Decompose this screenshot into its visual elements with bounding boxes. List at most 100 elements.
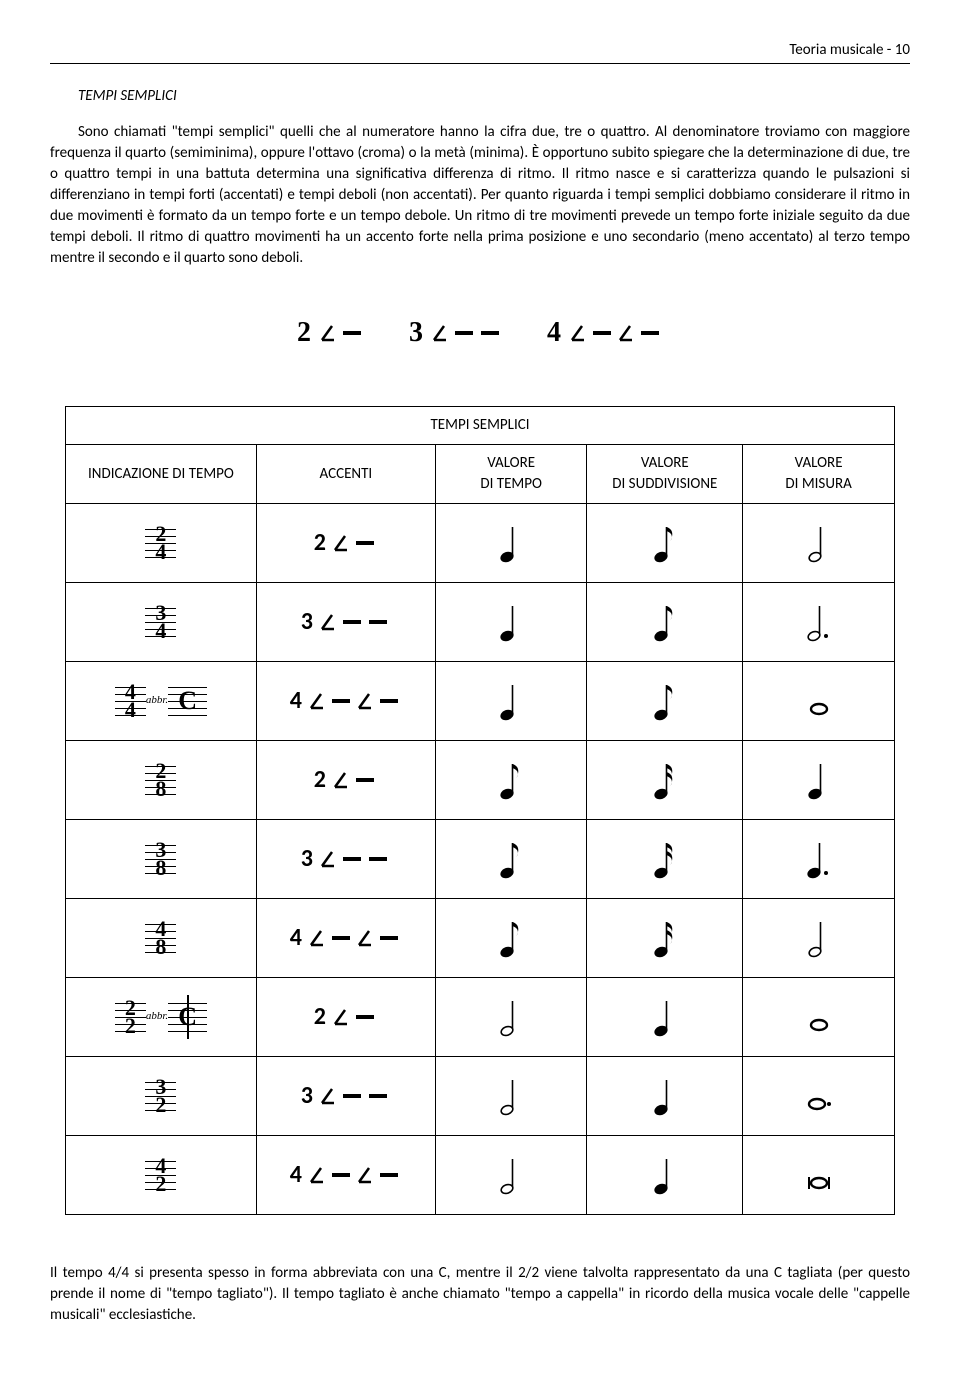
accent-strong-icon xyxy=(309,692,325,710)
note-icon xyxy=(649,534,681,552)
accent-strong-icon xyxy=(570,324,586,342)
note-icon xyxy=(803,613,835,631)
cell-tempo xyxy=(435,1136,587,1215)
table-row: 32 3 xyxy=(66,1057,895,1136)
note-icon xyxy=(495,1087,527,1105)
table-row: 44abbr.C4 xyxy=(66,662,895,741)
abbr-label: abbr. xyxy=(146,694,168,706)
note-icon xyxy=(495,613,527,631)
accent-weak-icon xyxy=(356,541,374,545)
accent-strong-icon xyxy=(333,771,349,789)
cell-misura xyxy=(743,820,895,899)
accent-weak-icon xyxy=(593,331,611,335)
accent-diagram: 234 xyxy=(50,313,910,352)
note-icon xyxy=(649,1008,681,1026)
cut-time-icon: C xyxy=(172,999,203,1035)
cell-indicazione: 32 xyxy=(66,1057,257,1136)
accent-weak-icon xyxy=(343,331,361,335)
note-icon xyxy=(495,1008,527,1026)
tempi-table: TEMPI SEMPLICI INDICAZIONE DI TEMPO ACCE… xyxy=(65,406,895,1215)
note-icon xyxy=(803,771,835,789)
time-signature: 38 xyxy=(149,841,172,878)
col-valore-sudd: VALOREDI SUDDIVISIONE xyxy=(587,445,743,504)
cell-tempo xyxy=(435,662,587,741)
accent-weak-icon xyxy=(356,778,374,782)
note-icon xyxy=(649,613,681,631)
cell-indicazione: 34 xyxy=(66,583,257,662)
accent-strong-icon xyxy=(309,1166,325,1184)
cell-indicazione: 38 xyxy=(66,820,257,899)
table-row: 38 3 xyxy=(66,820,895,899)
note-icon xyxy=(803,1087,835,1105)
cell-sub xyxy=(587,1057,743,1136)
note-icon xyxy=(803,1008,835,1026)
time-signature: 22 xyxy=(119,999,142,1036)
section-title: TEMPI SEMPLICI xyxy=(78,86,910,107)
cell-accenti: 3 xyxy=(256,820,435,899)
col-valore-tempo: VALOREDI TEMPO xyxy=(435,445,587,504)
cell-misura xyxy=(743,978,895,1057)
abbr-label: abbr. xyxy=(146,1010,168,1022)
cell-misura xyxy=(743,1136,895,1215)
accent-strong-icon xyxy=(333,1008,349,1026)
cell-accenti: 4 xyxy=(256,1136,435,1215)
note-icon xyxy=(495,771,527,789)
cell-indicazione: 22 abbr. C xyxy=(66,978,257,1057)
note-icon xyxy=(649,1166,681,1184)
col-accenti: ACCENTI xyxy=(256,445,435,504)
note-icon xyxy=(495,929,527,947)
accent-weak-icon xyxy=(380,1173,398,1177)
accent-weak-icon xyxy=(343,1094,361,1098)
accent-weak-icon xyxy=(332,1173,350,1177)
note-icon xyxy=(649,692,681,710)
cell-sub xyxy=(587,1136,743,1215)
cell-misura xyxy=(743,1057,895,1136)
accent-weak-icon xyxy=(641,331,659,335)
cell-tempo xyxy=(435,1057,587,1136)
cell-indicazione: 28 xyxy=(66,741,257,820)
accent-strong-icon xyxy=(357,929,373,947)
accent-weak-icon xyxy=(380,699,398,703)
accent-weak-icon xyxy=(369,1094,387,1098)
accent-strong-icon xyxy=(357,692,373,710)
cell-misura xyxy=(743,504,895,583)
cell-sub xyxy=(587,662,743,741)
cell-accenti: 2 xyxy=(256,741,435,820)
note-icon xyxy=(803,534,835,552)
cell-accenti: 3 xyxy=(256,1057,435,1136)
time-signature: 32 xyxy=(149,1078,172,1115)
col-valore-misura: VALOREDI MISURA xyxy=(743,445,895,504)
note-icon xyxy=(803,1166,835,1184)
accent-strong-icon xyxy=(432,324,448,342)
accent-strong-icon xyxy=(320,1087,336,1105)
accent-weak-icon xyxy=(343,857,361,861)
footer-paragraph: Il tempo 4/4 si presenta spesso in forma… xyxy=(50,1263,910,1326)
cell-misura xyxy=(743,662,895,741)
table-row: 282 xyxy=(66,741,895,820)
note-icon xyxy=(803,850,835,868)
time-signature: 48 xyxy=(149,920,172,957)
accent-weak-icon xyxy=(332,699,350,703)
cell-sub xyxy=(587,978,743,1057)
cell-indicazione: 42 xyxy=(66,1136,257,1215)
common-time-icon: C xyxy=(172,683,203,719)
cell-accenti: 2 xyxy=(256,978,435,1057)
note-icon xyxy=(495,692,527,710)
note-icon xyxy=(649,929,681,947)
cell-tempo xyxy=(435,504,587,583)
accent-strong-icon xyxy=(357,1166,373,1184)
table-row: 484 xyxy=(66,899,895,978)
time-signature: 24 xyxy=(149,525,172,562)
cell-sub xyxy=(587,820,743,899)
note-icon xyxy=(649,850,681,868)
accent-strong-icon xyxy=(320,324,336,342)
cell-sub xyxy=(587,583,743,662)
time-signature: 42 xyxy=(149,1157,172,1194)
cell-accenti: 2 xyxy=(256,504,435,583)
accent-strong-icon xyxy=(333,534,349,552)
note-icon xyxy=(803,692,835,710)
cell-tempo xyxy=(435,583,587,662)
cell-misura xyxy=(743,583,895,662)
accent-strong-icon xyxy=(309,929,325,947)
table-header-row: INDICAZIONE DI TEMPO ACCENTI VALOREDI TE… xyxy=(66,445,895,504)
